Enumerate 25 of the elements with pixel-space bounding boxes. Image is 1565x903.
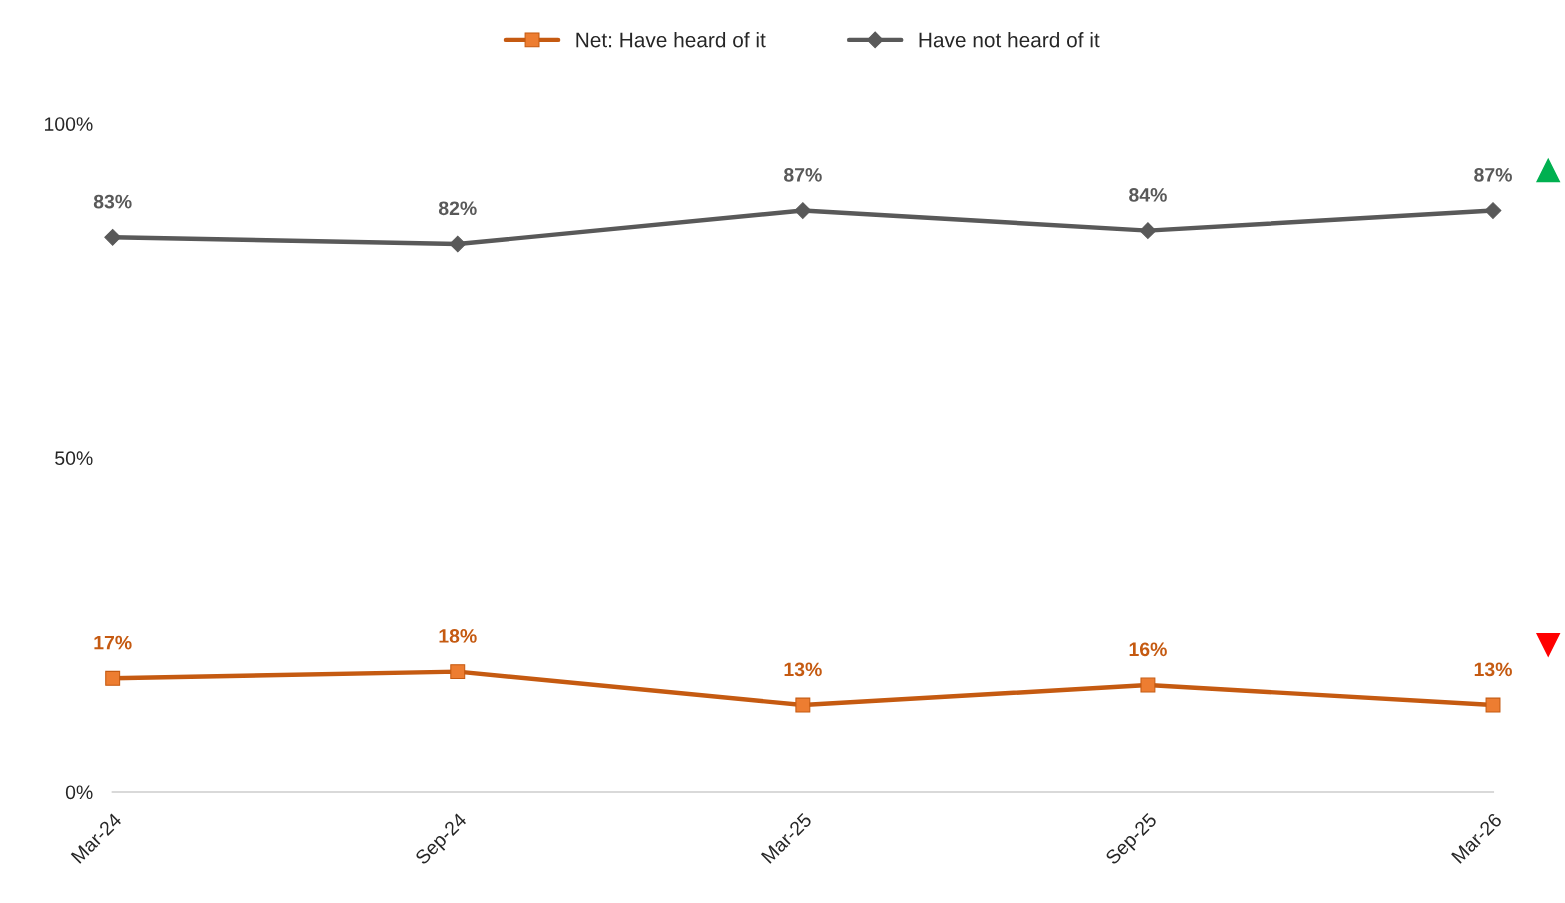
data-label: 13% [1474,662,1512,677]
data-label: 13% [784,662,822,677]
data-label: 87% [784,167,822,182]
point [104,228,122,246]
point [105,670,121,686]
legend-label: Net: Have heard of it [576,32,766,48]
data-label: 17% [94,635,132,650]
point [450,664,466,680]
data-label: 18% [439,629,477,643]
y-tick-label: 0% [65,785,93,800]
data-label: 84% [1129,188,1167,202]
point [1139,222,1157,239]
y-tick-label: 100% [44,117,93,131]
point [1140,677,1156,693]
point [794,202,812,219]
point [795,697,811,713]
point [449,235,467,253]
data-label: 87% [1474,167,1512,182]
point [1485,697,1501,713]
legend-label: Have not heard of it [919,32,1100,48]
data-label: 83% [93,194,132,209]
data-label: 16% [1129,642,1167,657]
data-label: 82% [438,201,477,216]
point [1484,202,1502,219]
y-tick-label: 50% [55,451,93,466]
